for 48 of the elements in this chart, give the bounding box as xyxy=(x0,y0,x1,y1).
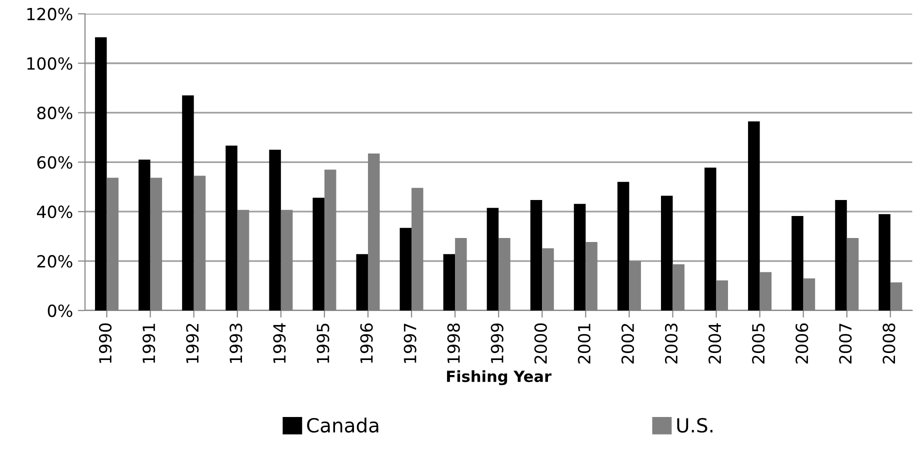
x-tick-label: 1994 xyxy=(273,323,286,363)
bar xyxy=(95,37,107,310)
x-tick-label: 2006 xyxy=(796,323,808,364)
y-tick-label: 120% xyxy=(27,8,72,20)
y-tick-label: 100% xyxy=(27,57,72,70)
x-axis-title: Fishing Year xyxy=(447,370,552,386)
x-tick-label: 2000 xyxy=(534,323,547,364)
x-tick-label: 1992 xyxy=(186,324,199,363)
x-tick-label: 1998 xyxy=(447,323,460,363)
x-tick-label: 1991 xyxy=(142,324,156,363)
x-tick-label: 2003 xyxy=(664,324,678,364)
bar xyxy=(400,228,412,310)
x-tick-label: 2004 xyxy=(708,323,722,364)
bar xyxy=(530,200,542,310)
bar xyxy=(574,204,586,310)
x-tick-label: 1996 xyxy=(360,323,373,363)
y-tick-label: 20% xyxy=(37,255,72,268)
y-tick-label: 0% xyxy=(48,304,72,318)
bar xyxy=(182,95,194,310)
bar xyxy=(486,208,499,310)
x-tick-label: 1995 xyxy=(316,324,330,363)
x-tick-label: 1999 xyxy=(490,323,504,363)
bar xyxy=(617,182,630,310)
y-tick-label: 80% xyxy=(37,106,72,120)
bar xyxy=(704,168,716,310)
x-tick-label: 2005 xyxy=(752,324,765,364)
x-tick-label: 1993 xyxy=(230,324,242,363)
x-tick-label: 2001 xyxy=(578,324,590,364)
bar xyxy=(356,254,368,310)
bar xyxy=(138,160,150,310)
legend-label: Canada xyxy=(307,418,378,433)
bar xyxy=(269,150,281,310)
bar xyxy=(443,254,456,310)
y-tick-label: 60% xyxy=(37,156,72,169)
bar xyxy=(226,146,238,310)
x-tick-label: 2002 xyxy=(621,324,634,364)
x-tick-label: 1990 xyxy=(99,323,112,363)
x-tick-label: 1997 xyxy=(404,324,416,363)
bar xyxy=(835,200,847,310)
bar xyxy=(312,198,324,310)
legend-label: U.S. xyxy=(677,418,712,433)
x-tick-label: 2008 xyxy=(882,323,896,364)
bar xyxy=(748,121,760,310)
x-tick-label: 2007 xyxy=(839,324,852,364)
bar xyxy=(792,216,804,310)
bar xyxy=(660,196,673,310)
y-tick-label: 40% xyxy=(36,206,72,218)
bar xyxy=(878,214,890,310)
